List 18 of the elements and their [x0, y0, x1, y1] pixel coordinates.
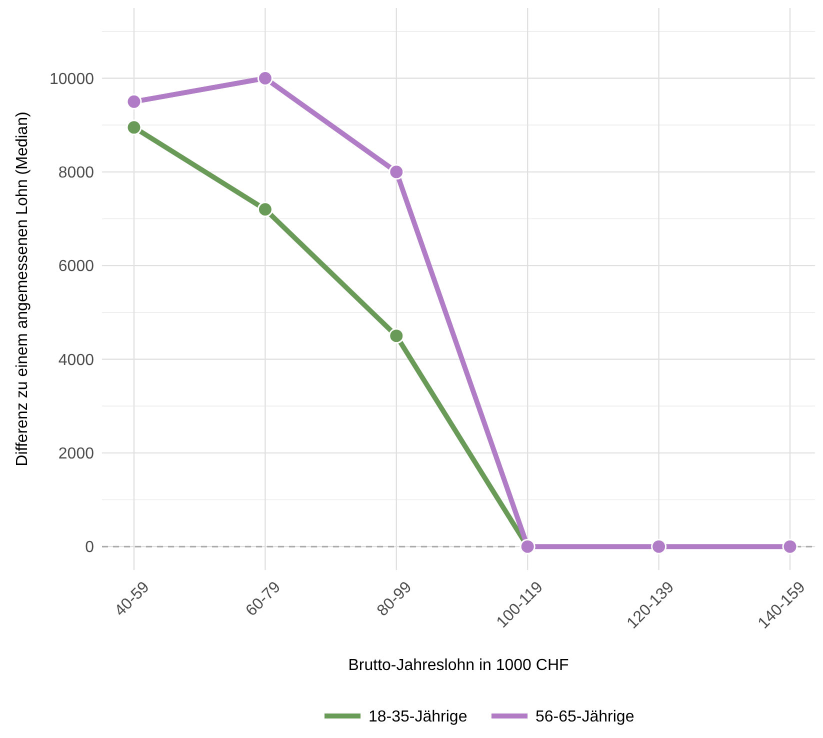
y-tick-label: 2000 [58, 446, 94, 463]
y-tick-label: 10000 [50, 70, 94, 88]
point [126, 94, 142, 110]
point [651, 538, 667, 554]
point [388, 328, 404, 344]
point [126, 120, 142, 136]
y-tick-label: 0 [85, 539, 94, 556]
y-tick-label: 8000 [58, 164, 94, 182]
y-axis-title: Differenz zu einem angemessenen Lohn (Median) [14, 112, 31, 466]
x-axis-title: Brutto-Jahreslohn in 1000 CHF [348, 657, 569, 674]
y-tick-label: 6000 [58, 258, 94, 276]
legend-label: 18-35-Jährige [368, 708, 468, 726]
y-tick-label: 4000 [58, 352, 94, 369]
point [257, 70, 273, 86]
point [388, 164, 404, 180]
legend-label: 56-65-Jährige [536, 708, 634, 726]
point [257, 202, 273, 218]
point [782, 538, 798, 554]
